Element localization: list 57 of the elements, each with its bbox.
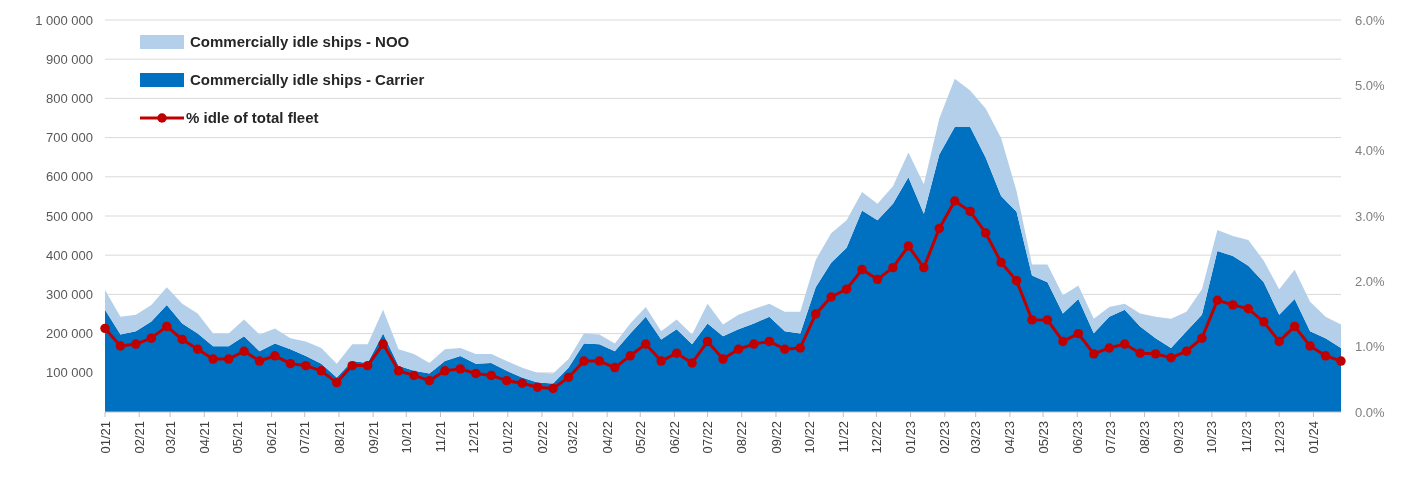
x-tick-label: 07/22 [700,421,716,454]
x-tick-label: 01/21 [97,421,113,454]
y-tick-label: 1 000 000 [35,12,93,28]
y-tick-label: 700 000 [46,130,93,146]
y-tick-label: 900 000 [46,51,93,67]
x-tick-label: 07/23 [1102,421,1118,454]
y-tick-label: 600 000 [46,169,93,185]
x-tick-label: 04/22 [599,421,615,454]
y-tick-label: 400 000 [46,247,93,263]
y2-tick-label: 5.0% [1355,77,1386,93]
y2-tick-label: 6.0% [1355,12,1386,28]
y-tick-label: 800 000 [46,90,93,106]
x-tick-label: 09/21 [365,421,381,454]
x-tick-label: 09/22 [768,421,784,454]
y2-tick-label: 4.0% [1355,143,1386,159]
x-tick-label: 08/23 [1137,421,1153,454]
x-tick-label: 10/21 [398,421,414,454]
legend-label: Commercially idle ships - NOO [190,33,410,50]
x-tick-label: 04/23 [1002,421,1018,454]
x-tick-label: 02/21 [131,421,147,454]
legend-label: Commercially idle ships - Carrier [190,71,425,88]
x-tick-label: 09/23 [1171,421,1187,454]
x-tick-label: 01/22 [500,421,516,454]
y2-tick-label: 3.0% [1355,208,1386,224]
y2-tick-label: 0.0% [1355,404,1386,420]
x-tick-label: 12/21 [466,421,482,454]
y-tick-label: 500 000 [46,208,93,224]
x-tick-label: 12/23 [1271,421,1287,454]
x-tick-label: 11/22 [835,421,851,453]
y2-tick-label: 1.0% [1355,339,1386,355]
x-tick-label: 05/23 [1035,421,1051,454]
x-tick-label: 11/23 [1238,421,1254,453]
x-tick-label: 02/23 [937,421,953,454]
x-tick-label: 03/23 [968,421,984,454]
x-tick-label: 06/22 [666,421,682,454]
x-tick-label: 03/22 [565,421,581,454]
x-tick-label: 08/22 [734,421,750,454]
y-tick-label: 100 000 [46,365,93,381]
y-tick-label: 300 000 [46,286,93,302]
x-tick-label: 06/21 [264,421,280,454]
x-tick-label: 01/24 [1305,421,1321,454]
x-tick-label: 01/23 [903,421,919,454]
legend-label: % idle of total fleet [186,109,319,126]
x-tick-label: 02/22 [534,421,550,454]
x-tick-label: 12/22 [868,421,884,454]
x-tick-label: 05/21 [229,421,245,454]
x-tick-label: 07/21 [297,421,313,454]
x-tick-label: 10/22 [801,421,817,454]
x-tick-label: 10/23 [1204,421,1220,454]
x-tick-label: 05/22 [632,421,648,454]
x-tick-label: 08/21 [331,421,347,454]
y-tick-label: 200 000 [46,326,93,342]
x-tick-label: 06/23 [1069,421,1085,454]
y2-tick-label: 2.0% [1355,273,1386,289]
x-tick-label: 11/21 [433,421,449,453]
x-tick-label: 04/21 [196,421,212,454]
x-tick-label: 03/21 [162,421,178,454]
